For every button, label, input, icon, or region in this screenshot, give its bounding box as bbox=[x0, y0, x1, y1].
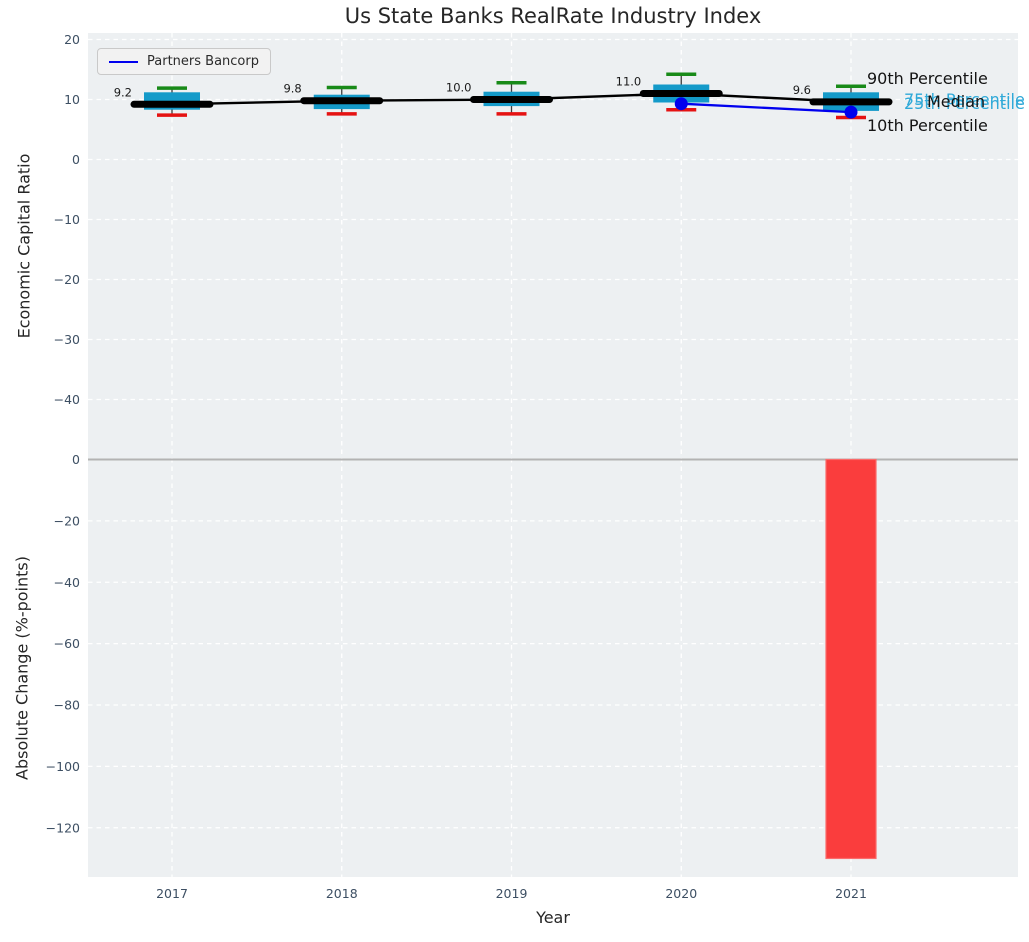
annotation-25th-percentile: 25th Percentile bbox=[904, 94, 1025, 113]
legend-label: Partners Bancorp bbox=[147, 54, 259, 69]
xtick-2017: 2017 bbox=[156, 886, 188, 901]
ytick-bottom--20: −20 bbox=[54, 513, 80, 528]
ytick-bottom--80: −80 bbox=[54, 698, 80, 713]
ytick-bottom--40: −40 bbox=[54, 575, 80, 590]
partner-dot-2021 bbox=[844, 105, 858, 119]
annotation-10th-percentile: 10th Percentile bbox=[867, 116, 988, 135]
annotation-90th-percentile: 90th Percentile bbox=[867, 69, 988, 88]
ytick-top-0: 0 bbox=[72, 152, 80, 167]
xtick-2018: 2018 bbox=[326, 886, 358, 901]
median-value-label-2018: 9.8 bbox=[283, 82, 301, 96]
median-value-label-2019: 10.0 bbox=[446, 81, 472, 95]
ytick-bottom--120: −120 bbox=[46, 820, 80, 835]
ytick-top--30: −30 bbox=[54, 332, 80, 347]
annotation-75th-percentile: 75th Percentile bbox=[904, 90, 1025, 109]
xtick-2020: 2020 bbox=[665, 886, 697, 901]
xtick-2021: 2021 bbox=[835, 886, 867, 901]
legend: Partners Bancorp bbox=[97, 48, 271, 75]
legend-line-icon bbox=[109, 60, 138, 63]
median-value-label-2017: 9.2 bbox=[114, 85, 132, 99]
chart-title: Us State Banks RealRate Industry Index bbox=[344, 4, 762, 28]
ytick-top-10: 10 bbox=[64, 92, 80, 107]
median-value-label-2020: 11.0 bbox=[616, 75, 642, 89]
ytick-bottom--100: −100 bbox=[46, 759, 80, 774]
ytick-top--20: −20 bbox=[54, 272, 80, 287]
annotation-median: Median bbox=[927, 92, 986, 111]
x-axis-label: Year bbox=[536, 908, 570, 927]
median-value-label-2021: 9.6 bbox=[793, 83, 811, 97]
ytick-bottom-0: 0 bbox=[72, 452, 80, 467]
ytick-bottom--60: −60 bbox=[54, 636, 80, 651]
ytick-top--40: −40 bbox=[54, 392, 80, 407]
y-axis-label-top: Economic Capital Ratio bbox=[14, 153, 34, 339]
change-bar-2021 bbox=[825, 458, 877, 860]
partner-line bbox=[681, 102, 852, 114]
xtick-2019: 2019 bbox=[496, 886, 528, 901]
ytick-top-20: 20 bbox=[64, 32, 80, 47]
partner-dot-2020 bbox=[674, 97, 688, 111]
y-axis-label-bottom: Absolute Change (%-points) bbox=[12, 556, 32, 780]
ytick-top--10: −10 bbox=[54, 212, 80, 227]
